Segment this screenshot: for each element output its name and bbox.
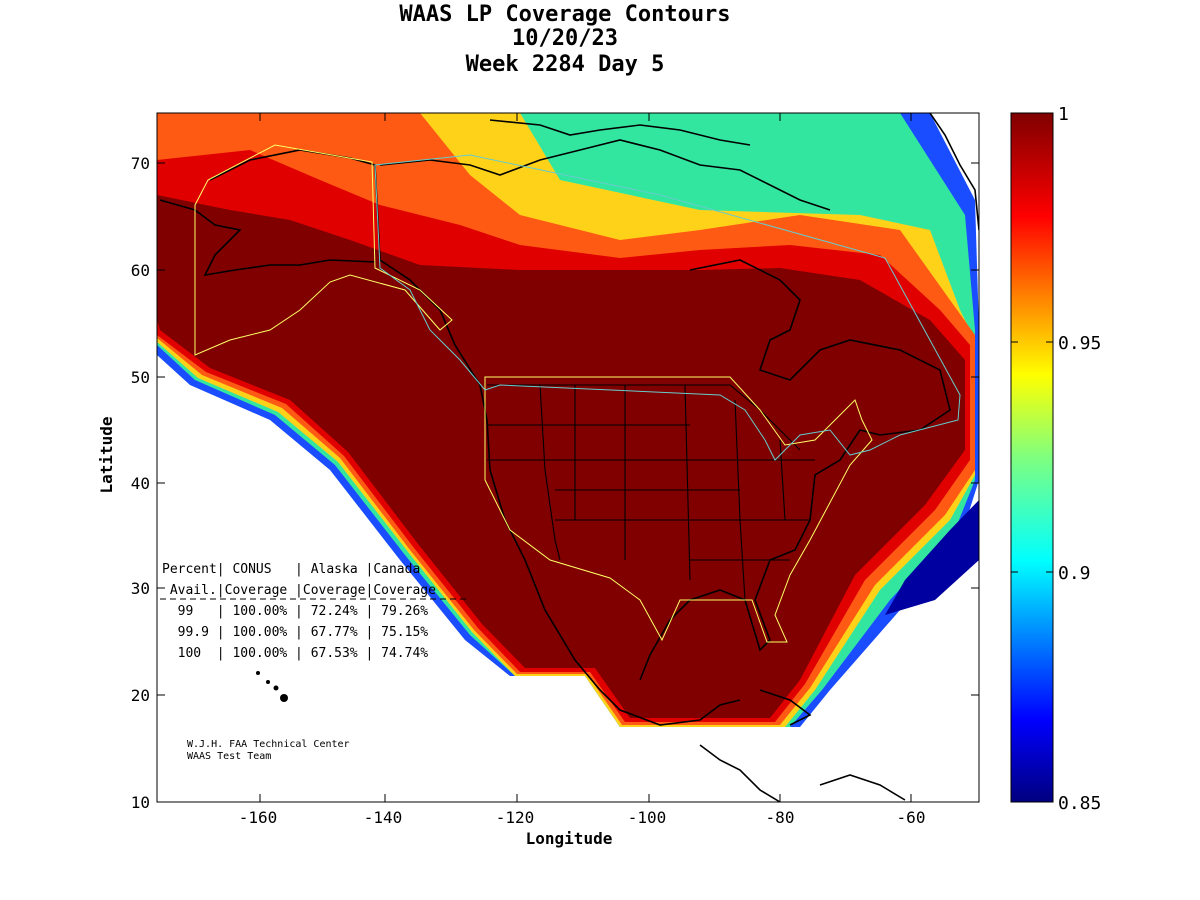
- y-tick-label: 40: [131, 474, 150, 493]
- table-header: Avail.|Coverage |Coverage|Coverage: [162, 583, 436, 598]
- table-row: 100 | 100.00% | 67.53% | 74.74%: [162, 646, 428, 661]
- colorbar-label: 0.95: [1058, 333, 1101, 354]
- y-axis-label: Latitude: [97, 416, 116, 493]
- credit-line: WAAS Test Team: [187, 751, 271, 762]
- credit-text: W.J.H. FAA Technical Center WAAS Test Te…: [187, 739, 350, 762]
- region-boundaries: [194, 144, 961, 643]
- y-tick-label: 50: [131, 368, 150, 387]
- coverage-table: Percent| CONUS | Alaska |Canada Avail.|C…: [160, 562, 470, 661]
- colorbar: [1010, 112, 1054, 803]
- x-tick-label: -60: [897, 808, 926, 827]
- y-tick-label: 70: [131, 154, 150, 173]
- map-week-day: Week 2284 Day 5: [465, 52, 665, 77]
- y-tick-label: 30: [131, 579, 150, 598]
- y-tick-label: 60: [131, 261, 150, 280]
- colorbar-label: 0.9: [1058, 563, 1091, 584]
- map-date: 10/20/23: [512, 26, 618, 51]
- table-row: 99.9 | 100.00% | 67.77% | 75.15%: [162, 625, 428, 640]
- map-frame: [156, 112, 980, 803]
- coverage-edge-dark: [885, 500, 979, 615]
- x-axis-label: Longitude: [526, 829, 613, 848]
- coverage-full: [157, 195, 965, 718]
- colorbar-ticks: [1011, 341, 1053, 573]
- x-tick-label: -80: [766, 808, 795, 827]
- axis-ticks: [157, 113, 979, 802]
- credit-line: W.J.H. FAA Technical Center: [187, 739, 350, 750]
- y-tick-labels: 10 20 30 40 50 60 70: [131, 154, 150, 812]
- hawaii-islands: [256, 671, 288, 702]
- x-tick-labels: -160 -140 -120 -100 -80 -60: [239, 808, 926, 827]
- colorbar-label: 0.85: [1058, 793, 1101, 814]
- coverage-contours: [157, 113, 979, 802]
- x-tick-label: -120: [496, 808, 535, 827]
- coastlines: [159, 113, 979, 802]
- x-tick-label: -140: [364, 808, 403, 827]
- x-tick-label: -160: [239, 808, 278, 827]
- colorbar-label: 1: [1058, 104, 1069, 125]
- table-header: Percent| CONUS | Alaska |Canada: [162, 562, 420, 577]
- map-title: WAAS LP Coverage Contours: [399, 2, 731, 27]
- table-row: 99 | 100.00% | 72.24% | 79.26%: [162, 604, 428, 619]
- y-tick-label: 10: [131, 793, 150, 812]
- colorbar-labels: 1 0.95 0.9 0.85: [1058, 104, 1101, 814]
- x-tick-label: -100: [628, 808, 667, 827]
- y-tick-label: 20: [131, 686, 150, 705]
